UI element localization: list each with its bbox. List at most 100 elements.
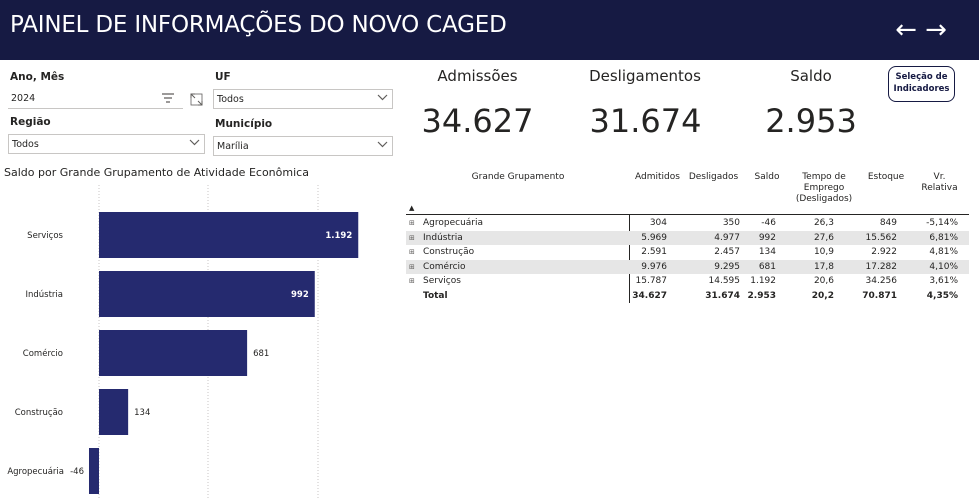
col-header-grupo[interactable]: Grande Grupamento xyxy=(471,172,565,182)
category-label-2: Comércio xyxy=(23,348,63,359)
table-cell-admitidos: 34.627 xyxy=(632,290,667,301)
bar-1[interactable] xyxy=(99,271,315,317)
col-header-admitidos[interactable]: Admitidos xyxy=(635,172,680,182)
table-cell-grupo: Total xyxy=(423,290,448,301)
filter-uf[interactable]: Todos xyxy=(213,89,393,109)
table-cell-desligados: 4.977 xyxy=(714,232,740,243)
table-cell-estoque: 2.922 xyxy=(871,247,897,257)
table-row-bg xyxy=(406,259,969,274)
table-cell-desligados: 14.595 xyxy=(708,276,741,286)
table-cell-desligados: 31.674 xyxy=(705,290,740,301)
table-cell-desligados: 9.295 xyxy=(714,261,740,272)
table-cell-vr: -5,14% xyxy=(926,218,958,228)
data-label-1: 992 xyxy=(291,290,309,300)
table-cell-estoque: 849 xyxy=(879,218,897,228)
bar-3[interactable] xyxy=(99,389,129,435)
col-header-vr-l2: Relativa xyxy=(921,183,958,193)
table-cell-tempo: 26,3 xyxy=(813,218,834,228)
col-header-tempo-l3: (Desligados) xyxy=(795,194,853,204)
kpi-admissoes-value: 34.627 xyxy=(421,102,534,140)
kpi-admissoes-title: Admissões xyxy=(437,67,518,85)
expand-icon[interactable] xyxy=(190,93,203,109)
table-cell-estoque: 34.256 xyxy=(865,276,898,286)
filter-label-ano-mes: Ano, Mês xyxy=(10,71,65,83)
table-cell-vr: 4,10% xyxy=(929,261,958,272)
filter-ano-mes[interactable]: 2024 xyxy=(8,89,183,109)
header-bar: PAINEL DE INFORMAÇÕES DO NOVO CAGED ← → xyxy=(0,0,979,60)
table-cell-desligados: 350 xyxy=(722,218,740,228)
filter-label-municipio: Município xyxy=(215,118,273,130)
expand-row-icon[interactable]: ⊞ xyxy=(409,277,415,285)
category-label-1: Indústria xyxy=(25,290,63,300)
filter-uf-value: Todos xyxy=(217,94,244,105)
table-cell-saldo: -46 xyxy=(761,218,776,228)
col-header-vr[interactable]: Vr. Relativa xyxy=(912,172,967,194)
expand-row-icon[interactable]: ⊞ xyxy=(409,219,415,227)
table-cell-saldo: 1.192 xyxy=(750,276,776,286)
table-cell-estoque: 70.871 xyxy=(862,290,897,301)
col-header-vr-l1: Vr. xyxy=(933,172,946,182)
bar-2[interactable] xyxy=(99,330,248,376)
filter-municipio-value: Marília xyxy=(217,141,249,152)
bar-0[interactable] xyxy=(99,212,359,258)
filter-icon[interactable] xyxy=(162,93,174,106)
data-label-4: -46 xyxy=(70,467,84,477)
expand-row-icon[interactable]: ⊞ xyxy=(409,262,415,271)
filter-regiao[interactable]: Todos xyxy=(8,134,205,154)
kpi-desligamentos-value: 31.674 xyxy=(589,102,702,140)
table-cell-vr: 4,35% xyxy=(926,290,958,301)
filter-regiao-value: Todos xyxy=(12,139,39,150)
table-cell-grupo: Construção xyxy=(423,247,475,257)
filter-label-regiao: Região xyxy=(10,116,51,128)
expand-row-icon[interactable]: ⊞ xyxy=(409,233,415,242)
table-cell-tempo: 27,6 xyxy=(813,232,834,243)
back-arrow-icon[interactable]: ← xyxy=(895,15,917,45)
table-cell-tempo: 10,9 xyxy=(813,247,834,257)
header-divider xyxy=(406,214,969,215)
table-cell-grupo: Agropecuária xyxy=(423,218,484,228)
table-cell-grupo: Comércio xyxy=(423,261,466,272)
kpi-desligamentos-title: Desligamentos xyxy=(589,67,701,85)
table-cell-vr: 6,81% xyxy=(929,232,958,243)
table-cell-grupo: Indústria xyxy=(423,232,463,243)
col-header-estoque[interactable]: Estoque xyxy=(867,172,905,182)
table-cell-saldo: 2.953 xyxy=(747,290,776,301)
table-cell-admitidos: 2.591 xyxy=(641,247,667,257)
data-label-2: 681 xyxy=(253,349,269,359)
table-cell-tempo: 20,6 xyxy=(813,276,834,286)
table-cell-admitidos: 15.787 xyxy=(635,276,668,286)
category-label-4: Agropecuária xyxy=(7,467,64,477)
table-cell-estoque: 15.562 xyxy=(865,232,898,243)
saldo-bar-chart: Serviços 1.192 Indústria 992 Comércio 681 Cons… xyxy=(7,185,359,500)
sort-ascending-icon[interactable]: ▲ xyxy=(409,204,415,212)
table-cell-saldo: 134 xyxy=(758,247,776,257)
filter-municipio[interactable]: Marília xyxy=(213,136,393,156)
forward-arrow-icon[interactable]: → xyxy=(925,15,947,45)
table-cell-saldo: 681 xyxy=(758,261,776,272)
chart-title: Saldo por Grande Grupamento de Atividade… xyxy=(4,166,309,179)
indicator-selection-button[interactable]: Seleção de Indicadores xyxy=(888,66,955,102)
table-cell-vr: 4,81% xyxy=(929,247,958,257)
table-cell-saldo: 992 xyxy=(758,232,776,243)
filter-ano-mes-value: 2024 xyxy=(11,93,36,104)
chevron-down-icon xyxy=(377,93,388,104)
table-cell-estoque: 17.282 xyxy=(865,261,898,272)
table-cell-tempo: 20,2 xyxy=(811,290,834,301)
filter-label-uf: UF xyxy=(215,71,231,83)
column-divider xyxy=(629,215,630,303)
col-header-tempo[interactable]: Tempo de Emprego (Desligados) xyxy=(790,172,858,205)
col-header-tempo-l2: Emprego xyxy=(803,183,845,193)
table-cell-tempo: 17,8 xyxy=(813,261,834,272)
table-row-bg xyxy=(406,230,969,245)
category-label-0: Serviços xyxy=(27,231,63,241)
bar-4[interactable] xyxy=(88,448,99,494)
kpi-saldo-title: Saldo xyxy=(790,67,832,85)
selection-button-line1: Seleção de xyxy=(895,72,948,82)
col-header-desligados[interactable]: Desligados xyxy=(688,172,739,182)
col-header-saldo[interactable]: Saldo xyxy=(754,172,780,182)
table-cell-admitidos: 304 xyxy=(649,218,667,228)
expand-row-icon[interactable]: ⊞ xyxy=(409,248,415,256)
selection-button-line2: Indicadores xyxy=(893,84,950,94)
data-label-0: 1.192 xyxy=(325,231,352,241)
table-cell-desligados: 2.457 xyxy=(714,247,740,257)
